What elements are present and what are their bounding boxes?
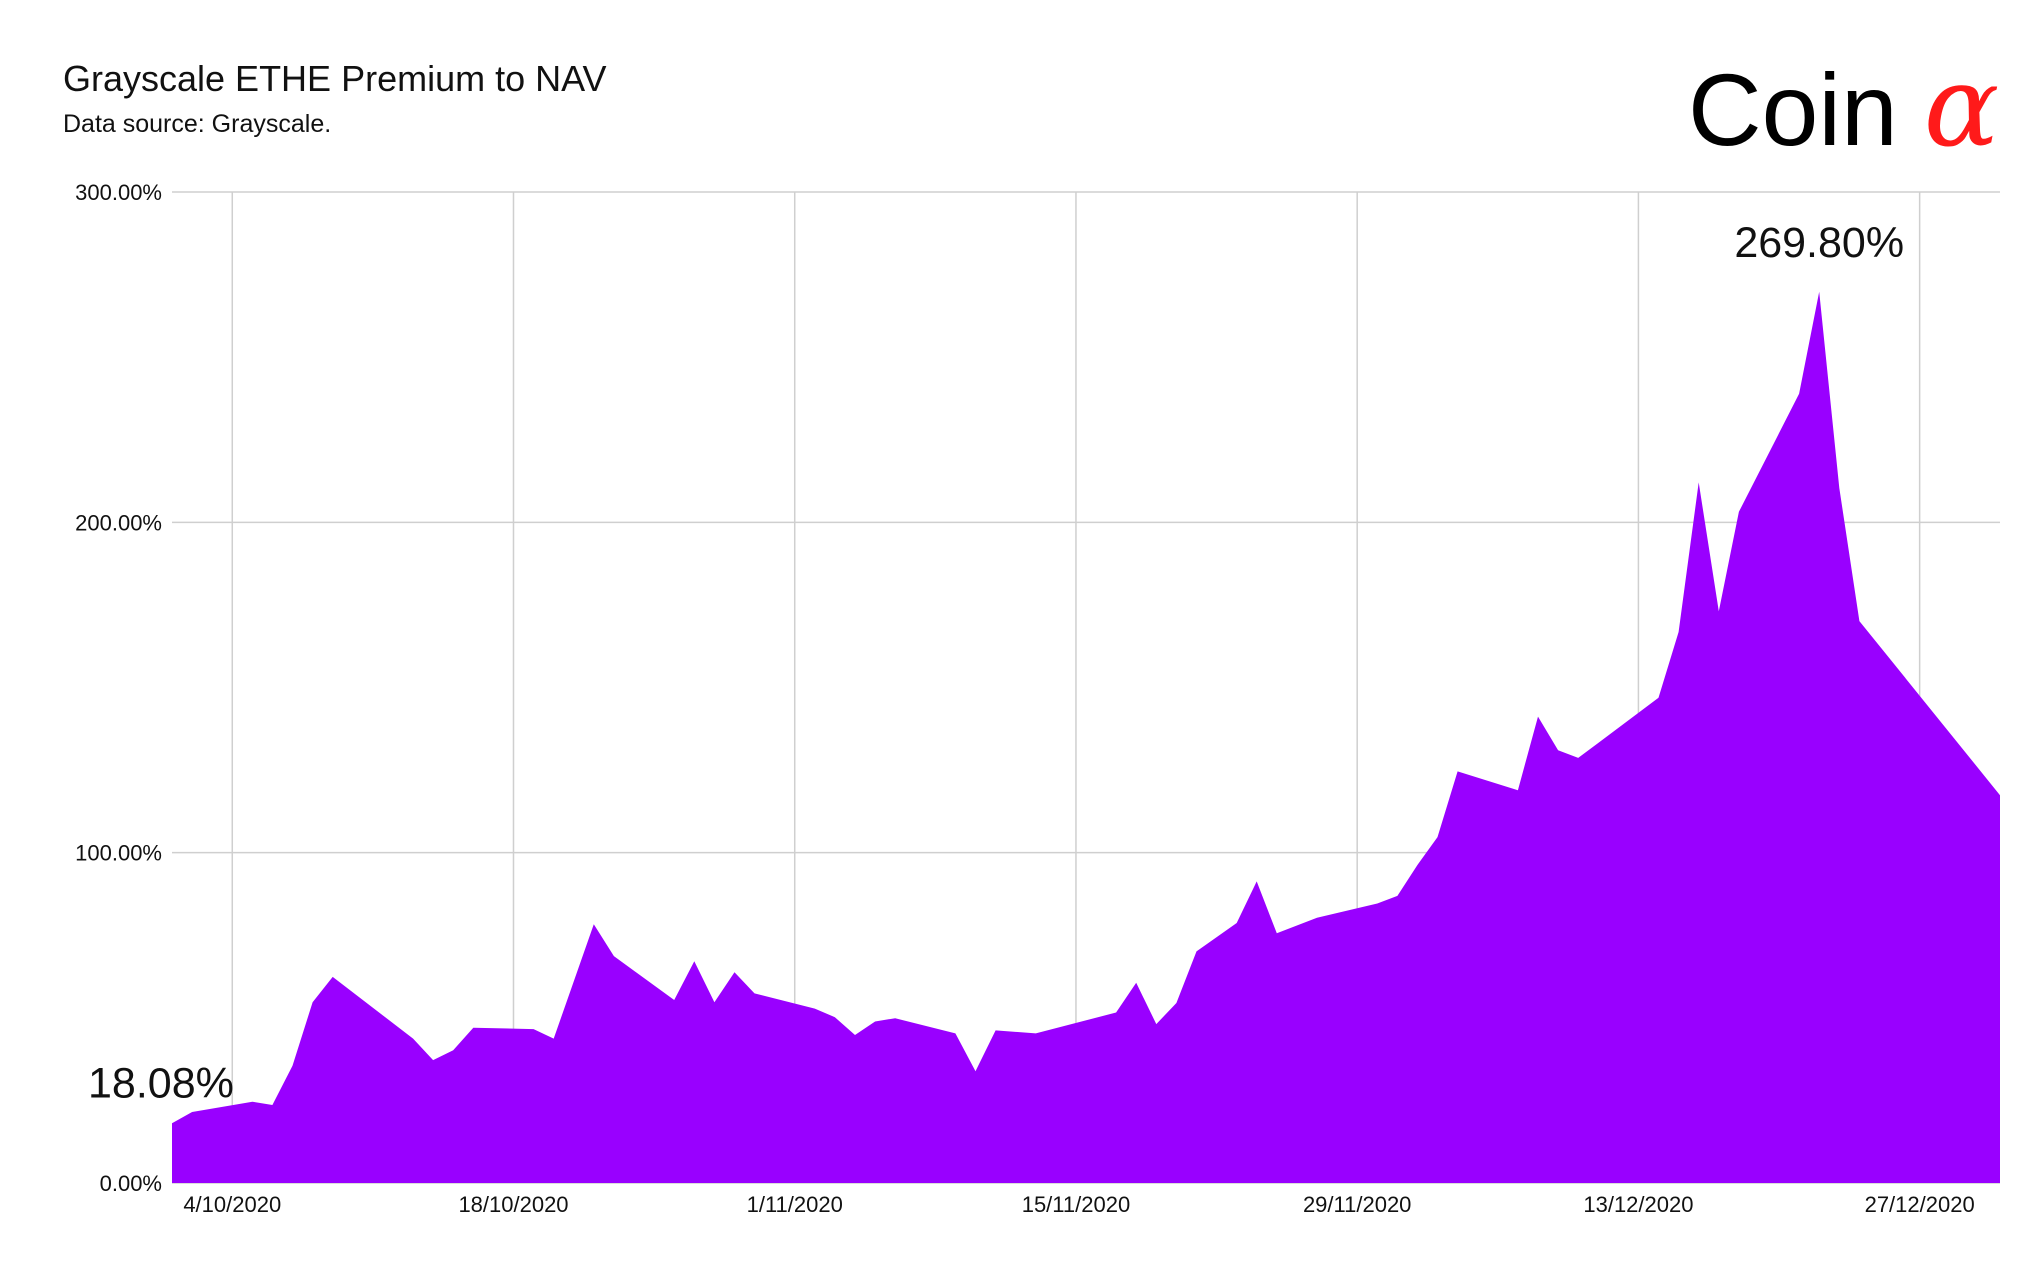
data-point [1437, 836, 1439, 838]
data-point [834, 1016, 836, 1018]
data-point [1376, 903, 1378, 905]
data-point [1818, 291, 1820, 293]
data-point [432, 1059, 434, 1061]
data-point [814, 1008, 816, 1010]
start-value-annotation: 18.08% [88, 1059, 234, 1107]
data-point [1256, 880, 1258, 882]
data-point [332, 976, 334, 978]
data-point [995, 1029, 997, 1031]
chart-title: Grayscale ETHE Premium to NAV [63, 58, 607, 99]
data-point [1597, 742, 1599, 744]
y-tick-label: 0.00% [100, 1171, 162, 1196]
data-point [975, 1070, 977, 1072]
data-point [874, 1020, 876, 1022]
data-point [1175, 1002, 1177, 1004]
data-point [1115, 1012, 1117, 1014]
data-point [292, 1065, 294, 1067]
data-point [1316, 917, 1318, 919]
data-point [673, 999, 675, 1001]
chart-subtitle: Data source: Grayscale. [63, 110, 332, 138]
x-tick-label: 27/12/2020 [1865, 1192, 1975, 1217]
y-tick-label: 300.00% [75, 180, 162, 205]
data-point [733, 971, 735, 973]
data-point [1396, 895, 1398, 897]
data-point [1718, 610, 1720, 612]
data-point [1416, 864, 1418, 866]
data-point [191, 1111, 193, 1113]
y-tick-label: 100.00% [75, 841, 162, 866]
data-point [1155, 1023, 1157, 1025]
x-tick-label: 29/11/2020 [1303, 1192, 1411, 1217]
data-point [1236, 922, 1238, 924]
data-point [954, 1032, 956, 1034]
data-point [1517, 789, 1519, 791]
data-point [693, 960, 695, 962]
x-tick-label: 13/12/2020 [1583, 1192, 1693, 1217]
data-point [1738, 511, 1740, 513]
data-point [1838, 487, 1840, 489]
data-point [1577, 757, 1579, 759]
data-point [1658, 697, 1660, 699]
data-point [533, 1028, 535, 1030]
data-point [1457, 770, 1459, 772]
data-point [1678, 631, 1680, 633]
data-point [553, 1038, 555, 1040]
coin-alpha-logo: Coin α [1688, 42, 1999, 172]
data-point [613, 955, 615, 957]
data-point [1195, 950, 1197, 952]
data-point [171, 1122, 173, 1124]
data-point [1557, 749, 1559, 751]
data-point [1698, 481, 1700, 483]
data-point [854, 1034, 856, 1036]
data-point [412, 1038, 414, 1040]
data-point [754, 992, 756, 994]
data-point [593, 923, 595, 925]
data-point [1858, 620, 1860, 622]
data-point [1537, 716, 1539, 718]
data-point [271, 1104, 273, 1106]
data-point [1135, 982, 1137, 984]
data-point [894, 1017, 896, 1019]
x-tick-label: 18/10/2020 [458, 1192, 568, 1217]
logo-text: Coin [1688, 53, 1898, 167]
data-point [1798, 393, 1800, 395]
data-point [713, 1001, 715, 1003]
x-tick-label: 4/10/2020 [183, 1192, 281, 1217]
data-point [1999, 794, 2001, 796]
y-tick-label: 200.00% [75, 510, 162, 535]
peak-value-annotation: 269.80% [1734, 219, 1904, 267]
area-series [172, 291, 2000, 1183]
data-point [251, 1101, 253, 1103]
data-point [452, 1049, 454, 1051]
data-point [1035, 1032, 1037, 1034]
x-tick-label: 15/11/2020 [1022, 1192, 1130, 1217]
data-point [472, 1027, 474, 1029]
alpha-icon: α [1923, 42, 2000, 172]
x-tick-label: 1/11/2020 [747, 1192, 843, 1217]
data-point [312, 1001, 314, 1003]
data-point [1276, 932, 1278, 934]
